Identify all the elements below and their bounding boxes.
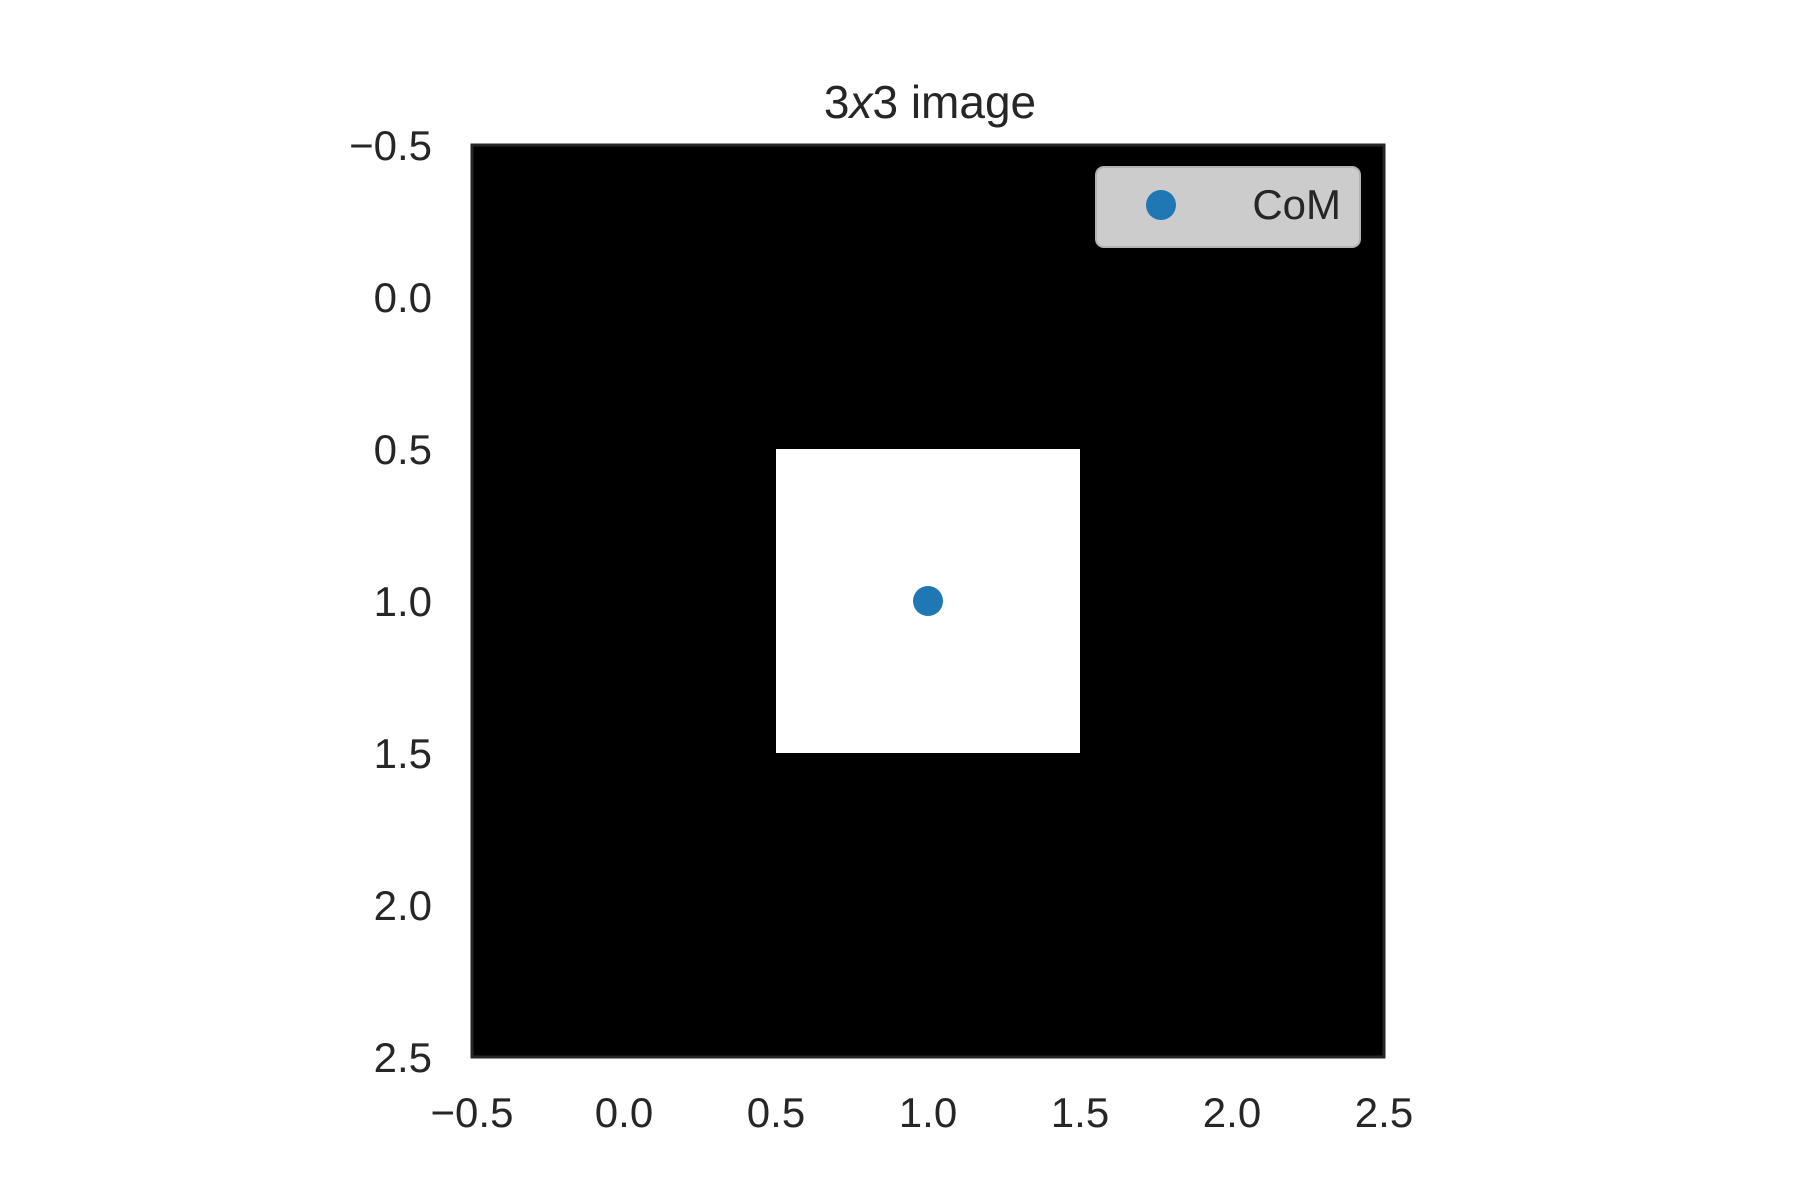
y-tick-label: −0.5 (349, 122, 432, 169)
x-tick-label: 2.0 (1203, 1089, 1261, 1136)
image-cell-r2-c2 (1080, 753, 1384, 1057)
legend-marker-com (1146, 190, 1176, 220)
x-tick-label: 2.5 (1355, 1089, 1413, 1136)
y-tick-label: 0.5 (374, 426, 432, 473)
y-axis-ticks: −0.5 0.0 0.5 1.0 1.5 2.0 2.5 (349, 122, 432, 1081)
y-tick-label: 2.0 (374, 882, 432, 929)
image-cell-r0-c1 (776, 145, 1080, 449)
image-cell-r2-c0 (472, 753, 776, 1057)
plot-frame (470, 143, 1386, 1059)
x-tick-label: −0.5 (431, 1089, 514, 1136)
image-cell-r2-c1 (776, 753, 1080, 1057)
com-point (913, 586, 943, 616)
image-cell-r1-c2 (1080, 449, 1384, 753)
legend-box (1095, 166, 1361, 248)
y-tick-label: 2.5 (374, 1034, 432, 1081)
chart-title: 3x3 image (824, 76, 1036, 128)
x-tick-label: 0.0 (595, 1089, 653, 1136)
x-tick-label: 1.0 (899, 1089, 957, 1136)
y-tick-label: 1.0 (374, 578, 432, 625)
x-axis-ticks: −0.5 0.0 0.5 1.0 1.5 2.0 2.5 (431, 1089, 1414, 1136)
legend: CoM (1095, 166, 1361, 248)
x-tick-label: 1.5 (1051, 1089, 1109, 1136)
x-tick-label: 0.5 (747, 1089, 805, 1136)
image-cell-r0-c0 (472, 145, 776, 449)
y-tick-label: 0.0 (374, 274, 432, 321)
legend-label-com: CoM (1252, 181, 1341, 228)
plot-area (470, 143, 1386, 1059)
y-tick-label: 1.5 (374, 730, 432, 777)
image-cell-r1-c0 (472, 449, 776, 753)
